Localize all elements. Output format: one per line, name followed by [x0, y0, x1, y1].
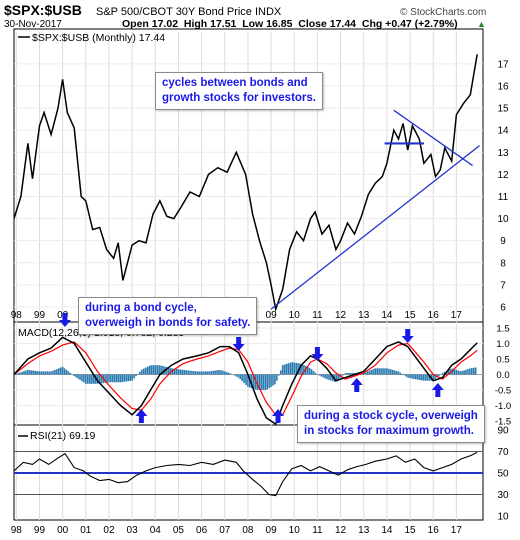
up-arrow-icon: ▲: [477, 19, 486, 29]
annotation-cycles-line-2: growth stocks for investors.: [162, 92, 317, 104]
price-line: [13, 54, 478, 313]
uptrend-line: [270, 145, 480, 310]
rsi-y-tick-label: 70: [497, 447, 509, 458]
rsi-y-tick-label: 10: [497, 512, 509, 523]
chart-date: 30-Nov-2017: [4, 19, 62, 30]
macd-y-tick-label: -1.0: [495, 401, 511, 412]
x-tick-label-bottom: 07: [219, 525, 231, 536]
chart-symbol: $SPX:$USB: [4, 2, 82, 18]
x-tick-label-bottom: 04: [150, 525, 162, 536]
chart-ohlc: Open 17.02 High 17.51 Low 16.85 Close 17…: [122, 18, 458, 30]
macd-y-tick-label: 0.5: [496, 355, 509, 366]
x-tick-label-top: 12: [335, 310, 347, 321]
rsi-series: [13, 451, 483, 497]
x-tick-label-top: 15: [404, 310, 416, 321]
x-tick-label-bottom: 03: [127, 525, 139, 536]
price-y-tick-label: 14: [497, 126, 509, 137]
macd-line: [13, 336, 478, 426]
price-y-tick-label: 6: [500, 302, 506, 313]
price-y-tick-label: 13: [497, 148, 509, 159]
sell-arrow-down-icon: [401, 329, 414, 343]
rsi-y-tick-label: 30: [497, 490, 509, 501]
sell-arrow-down-icon: [311, 347, 324, 361]
buy-arrow-up-icon: [272, 409, 285, 423]
x-tick-label-bottom: 06: [196, 525, 208, 536]
annotation-stock-cycle-line-1: during a stock cycle, overweigh: [304, 410, 478, 422]
chart-annotations-overlay: [58, 313, 444, 423]
price-series: [13, 54, 480, 313]
x-tick-label-bottom: 16: [428, 525, 440, 536]
x-tick-label-top: 14: [381, 310, 393, 321]
x-tick-label-top: 17: [451, 310, 463, 321]
x-tick-label-top: 16: [428, 310, 440, 321]
buy-arrow-up-icon: [350, 378, 363, 392]
x-tick-label-bottom: 12: [335, 525, 347, 536]
x-tick-label-bottom: 99: [34, 525, 46, 536]
buy-arrow-up-icon: [431, 383, 444, 397]
macd-y-tick-label: 0.0: [496, 370, 509, 381]
x-tick-label-bottom: 05: [173, 525, 185, 536]
x-tick-label-top: 98: [11, 310, 23, 321]
buy-arrow-up-icon: [135, 409, 148, 423]
x-tick-label-bottom: 01: [80, 525, 92, 536]
price-panel-legend: $SPX:$USB (Monthly) 17.44: [18, 32, 165, 44]
x-tick-label-top: 99: [34, 310, 46, 321]
macd-y-tick-label: -0.5: [495, 386, 511, 397]
annotation-stock-cycle-line-2: in stocks for maximum growth.: [304, 425, 474, 437]
price-y-tick-label: 12: [497, 170, 509, 181]
price-y-tick-label: 15: [497, 104, 509, 115]
annotation-cycles: cycles between bonds and growth stocks f…: [155, 72, 324, 110]
x-tick-label-bottom: 98: [11, 525, 23, 536]
x-tick-label-bottom: 09: [266, 525, 278, 536]
x-tick-label-top: 13: [358, 310, 370, 321]
rsi-y-tick-label: 90: [497, 426, 509, 437]
annotation-cycles-line-1: cycles between bonds and: [162, 77, 308, 89]
rsi-panel-title: RSI(21) 69.19: [30, 430, 96, 442]
annotation-bond-cycle-line-1: during a bond cycle,: [85, 302, 197, 314]
rsi-y-tick-label: 50: [497, 469, 509, 480]
macd-y-tick-label: 1.0: [496, 339, 509, 350]
annotation-stock-cycle: during a stock cycle, overweigh in stock…: [297, 405, 485, 443]
x-tick-label-bottom: 08: [242, 525, 254, 536]
rsi-line: [13, 451, 478, 497]
x-tick-label-bottom: 15: [404, 525, 416, 536]
price-y-tick-label: 11: [498, 192, 509, 203]
macd-series: [13, 336, 483, 426]
x-tick-label-top: 09: [266, 310, 278, 321]
x-tick-label-bottom: 13: [358, 525, 370, 536]
x-tick-label-bottom: 10: [289, 525, 301, 536]
annotation-bond-cycle-line-2: overweigh in bonds for safety.: [85, 317, 251, 329]
sell-arrow-down-icon: [232, 337, 245, 351]
price-y-tick-label: 10: [497, 214, 509, 225]
x-tick-label-top: 11: [312, 310, 323, 321]
price-panel-title: $SPX:$USB (Monthly) 17.44: [32, 32, 165, 44]
chart-description: S&P 500/CBOT 30Y Bond Price INDX: [96, 6, 282, 18]
price-y-tick-label: 8: [500, 258, 506, 269]
stockcharts-watermark: © StockCharts.com: [400, 7, 486, 18]
price-y-tick-label: 9: [500, 236, 506, 247]
sell-arrow-down-icon: [58, 313, 71, 327]
macd-y-tick-label: -1.5: [495, 417, 511, 428]
x-tick-label-bottom: 11: [312, 525, 323, 536]
x-tick-label-bottom: 00: [57, 525, 69, 536]
price-y-tick-label: 17: [497, 59, 509, 70]
x-tick-label-bottom: 14: [381, 525, 393, 536]
downtrend-line: [393, 109, 473, 167]
price-y-tick-label: 7: [500, 280, 506, 291]
rsi-panel-legend: RSI(21) 69.19: [18, 430, 96, 442]
x-tick-label-bottom: 17: [451, 525, 463, 536]
x-tick-label-bottom: 02: [103, 525, 115, 536]
x-tick-label-top: 10: [289, 310, 301, 321]
price-y-tick-label: 16: [497, 81, 509, 92]
macd-y-tick-label: 1.5: [496, 324, 509, 335]
annotation-bond-cycle: during a bond cycle, overweigh in bonds …: [78, 297, 258, 335]
macd-signal-line: [13, 341, 478, 416]
y-axis-ticks: 6 7 8 9 10 11 12 13 14 15 16 17 -1.5 -1.0 -0.5 0.0 0.5 1.…: [495, 59, 511, 522]
